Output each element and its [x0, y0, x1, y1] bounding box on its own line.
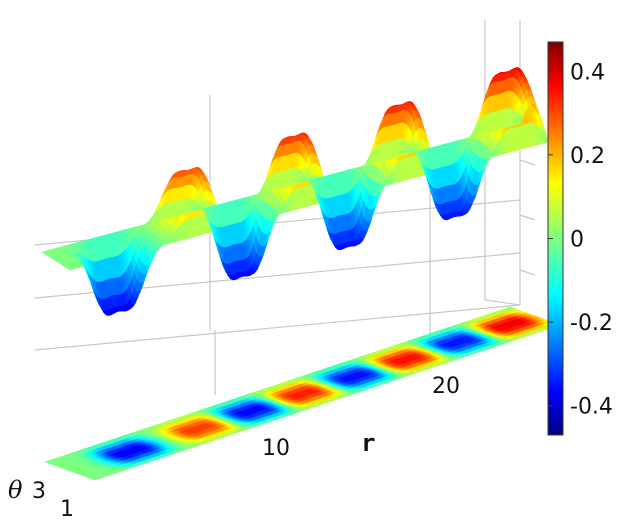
- surface-mesh: [41, 66, 549, 316]
- colorbar-tick-label-1: 0.2: [570, 144, 605, 169]
- r-tick-20: 20: [432, 374, 460, 399]
- colorbar: 0.4 0.2 0 -0.2 -0.4: [547, 41, 613, 436]
- theta-tick-1: 1: [60, 497, 74, 522]
- theta-axis-label: θ: [8, 476, 23, 504]
- axis-ticks: 10 20 3 1 r θ: [8, 374, 460, 522]
- colorbar-tick-label-4: -0.4: [570, 395, 613, 420]
- colorbar-tick-label-0: 0.4: [570, 60, 605, 85]
- floor-cell: [506, 306, 516, 310]
- r-tick-10: 10: [262, 436, 290, 461]
- colorbar-ticks: 0.4 0.2 0 -0.2 -0.4: [548, 60, 613, 420]
- colorbar-tick-label-2: 0: [570, 228, 584, 253]
- surface-cell: [517, 114, 524, 126]
- r-axis-label: r: [361, 429, 375, 457]
- colorbar-tick-label-3: -0.2: [570, 311, 613, 336]
- theta-tick-3: 3: [32, 479, 46, 504]
- floor-projection: [44, 306, 561, 481]
